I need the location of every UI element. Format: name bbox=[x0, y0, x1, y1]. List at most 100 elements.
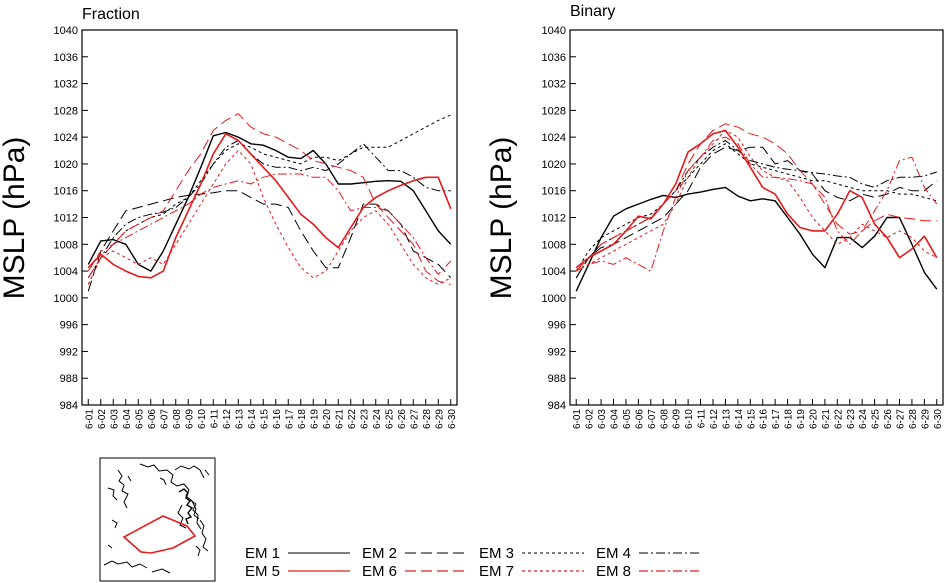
legend-label-em7: EM 7 bbox=[479, 563, 514, 580]
binary-y-tick-label: 1012 bbox=[542, 213, 566, 225]
fraction-x-tick-label: 6-25 bbox=[384, 409, 395, 429]
binary-x-ticks: 6-01 6-02 6-03 6-04 6-05 6-06 6-07 6-08 6-09 6-10… bbox=[572, 399, 944, 429]
fraction-x-tick-label: 6-23 bbox=[359, 409, 370, 429]
binary-x-tick-label: 6-09 bbox=[672, 409, 683, 429]
binary-x-tick-label: 6-18 bbox=[784, 409, 795, 429]
fraction-series-line-em1 bbox=[87, 131, 452, 272]
fraction-x-tick-label: 6-13 bbox=[234, 409, 245, 429]
binary-x-tick-label: 6-07 bbox=[647, 409, 658, 429]
binary-series-line-em1 bbox=[575, 186, 938, 292]
fraction-panel: Fraction MSLP (hPa) 984 988 992 996 1000 1004… bbox=[0, 6, 458, 429]
fraction-x-tick-label: 6-22 bbox=[347, 409, 358, 429]
binary-x-tick-label: 6-02 bbox=[585, 409, 596, 429]
binary-x-tick-label: 6-25 bbox=[871, 409, 882, 429]
fraction-y-tick-label: 984 bbox=[60, 400, 78, 412]
fraction-plot-frame bbox=[81, 29, 458, 406]
binary-x-tick-label: 6-19 bbox=[796, 409, 807, 429]
binary-x-tick-label: 6-05 bbox=[622, 409, 633, 429]
fraction-series-line-em6 bbox=[87, 113, 451, 285]
binary-series-line-em3 bbox=[575, 143, 937, 272]
fraction-x-tick-label: 6-16 bbox=[272, 409, 283, 429]
fraction-x-tick-label: 6-26 bbox=[397, 409, 408, 429]
binary-x-tick-label: 6-27 bbox=[895, 409, 906, 429]
fraction-x-ticks: 6-01 6-02 6-03 6-04 6-05 6-06 6-07 6-08 6-09 6-10… bbox=[84, 399, 458, 429]
fraction-x-tick-label: 6-29 bbox=[434, 409, 445, 429]
binary-x-tick-label: 6-16 bbox=[759, 409, 770, 429]
fraction-y-tick-label: 992 bbox=[60, 346, 78, 358]
binary-y-tick-label: 988 bbox=[548, 373, 566, 385]
binary-x-tick-label: 6-22 bbox=[833, 409, 844, 429]
fraction-x-tick-label: 6-28 bbox=[422, 409, 433, 429]
fraction-x-tick-label: 6-06 bbox=[147, 409, 158, 429]
fraction-x-tick-label: 6-05 bbox=[134, 409, 145, 429]
legend-label-em8: EM 8 bbox=[596, 563, 631, 580]
binary-y-tick-label: 1016 bbox=[542, 186, 566, 198]
fraction-x-tick-label: 6-03 bbox=[109, 409, 120, 429]
binary-y-tick-label: 1004 bbox=[542, 266, 566, 278]
binary-x-tick-label: 6-24 bbox=[858, 409, 869, 429]
binary-y-tick-label: 1000 bbox=[542, 293, 566, 305]
binary-series-line-em4 bbox=[575, 140, 937, 279]
fraction-x-tick-label: 6-14 bbox=[247, 409, 258, 429]
fraction-y-tick-label: 1020 bbox=[54, 159, 78, 171]
binary-x-tick-label: 6-12 bbox=[709, 409, 720, 429]
fraction-x-tick-label: 6-18 bbox=[297, 409, 308, 429]
binary-x-tick-label: 6-26 bbox=[883, 409, 894, 429]
legend-label-em4: EM 4 bbox=[596, 545, 631, 562]
binary-plot-frame bbox=[569, 29, 944, 406]
fraction-x-tick-label: 6-17 bbox=[284, 409, 295, 429]
binary-x-tick-label: 6-28 bbox=[908, 409, 919, 429]
binary-x-tick-label: 6-20 bbox=[808, 409, 819, 429]
fraction-y-tick-label: 1028 bbox=[54, 105, 78, 117]
fraction-x-tick-label: 6-08 bbox=[172, 409, 183, 429]
legend-label-em5: EM 5 bbox=[245, 563, 280, 580]
fraction-x-tick-label: 6-09 bbox=[184, 409, 195, 429]
binary-x-tick-label: 6-17 bbox=[771, 409, 782, 429]
fraction-x-tick-label: 6-01 bbox=[84, 409, 95, 429]
binary-y-tick-label: 996 bbox=[548, 320, 566, 332]
binary-y-tick-label: 984 bbox=[548, 400, 566, 412]
legend-label-em1: EM 1 bbox=[245, 545, 280, 562]
fraction-y-tick-label: 1004 bbox=[54, 266, 78, 278]
binary-series-line-em2 bbox=[575, 146, 938, 279]
binary-x-tick-label: 6-10 bbox=[684, 409, 695, 429]
binary-series-line-em6 bbox=[575, 123, 937, 272]
fraction-y-tick-label: 1040 bbox=[54, 25, 78, 37]
binary-series-lines bbox=[575, 123, 938, 292]
fraction-x-tick-label: 6-30 bbox=[447, 409, 458, 429]
binary-y-tick-label: 1040 bbox=[542, 25, 566, 37]
fraction-y-tick-label: 1000 bbox=[54, 293, 78, 305]
fraction-y-tick-label: 1016 bbox=[54, 186, 78, 198]
binary-y-tick-label: 1028 bbox=[542, 105, 566, 117]
fraction-y-tick-label: 1008 bbox=[54, 239, 78, 251]
legend: EM 1 EM 2 EM 3 EM 4 EM 5 EM 6 EM 7 EM 8 bbox=[245, 545, 701, 580]
fraction-x-tick-label: 6-04 bbox=[122, 409, 133, 429]
fraction-x-tick-label: 6-21 bbox=[334, 409, 345, 429]
fraction-series-line-em7 bbox=[87, 150, 452, 285]
fraction-x-tick-label: 6-07 bbox=[159, 409, 170, 429]
fraction-y-tick-label: 1024 bbox=[54, 132, 78, 144]
fraction-x-tick-label: 6-02 bbox=[97, 409, 108, 429]
binary-y-tick-label: 1020 bbox=[542, 159, 566, 171]
binary-x-tick-label: 6-21 bbox=[821, 409, 832, 429]
fraction-x-tick-label: 6-19 bbox=[309, 409, 320, 429]
binary-series-line-em8 bbox=[575, 136, 938, 272]
legend-label-em6: EM 6 bbox=[362, 563, 397, 580]
binary-x-tick-label: 6-29 bbox=[920, 409, 931, 429]
fraction-panel-title: Fraction bbox=[82, 6, 140, 23]
binary-y-ticks: 984 988 992 996 1000 1004 1008 1012 1016 1020 1024… bbox=[542, 25, 576, 412]
binary-panel: Binary MSLP (hPa) 984 988 992 996 1000 1004 10… bbox=[485, 3, 944, 429]
binary-y-tick-label: 992 bbox=[548, 346, 566, 358]
binary-x-tick-label: 6-23 bbox=[846, 409, 857, 429]
fraction-x-tick-label: 6-11 bbox=[209, 409, 220, 429]
fraction-series-lines bbox=[87, 113, 452, 292]
binary-x-tick-label: 6-11 bbox=[697, 409, 708, 429]
fraction-series-line-em5 bbox=[87, 133, 452, 279]
binary-panel-title: Binary bbox=[570, 3, 615, 20]
binary-y-tick-label: 1024 bbox=[542, 132, 566, 144]
fraction-x-tick-label: 6-10 bbox=[197, 409, 208, 429]
fraction-y-tick-label: 1012 bbox=[54, 213, 78, 225]
legend-label-em2: EM 2 bbox=[362, 545, 397, 562]
fraction-y-tick-label: 1032 bbox=[54, 79, 78, 91]
